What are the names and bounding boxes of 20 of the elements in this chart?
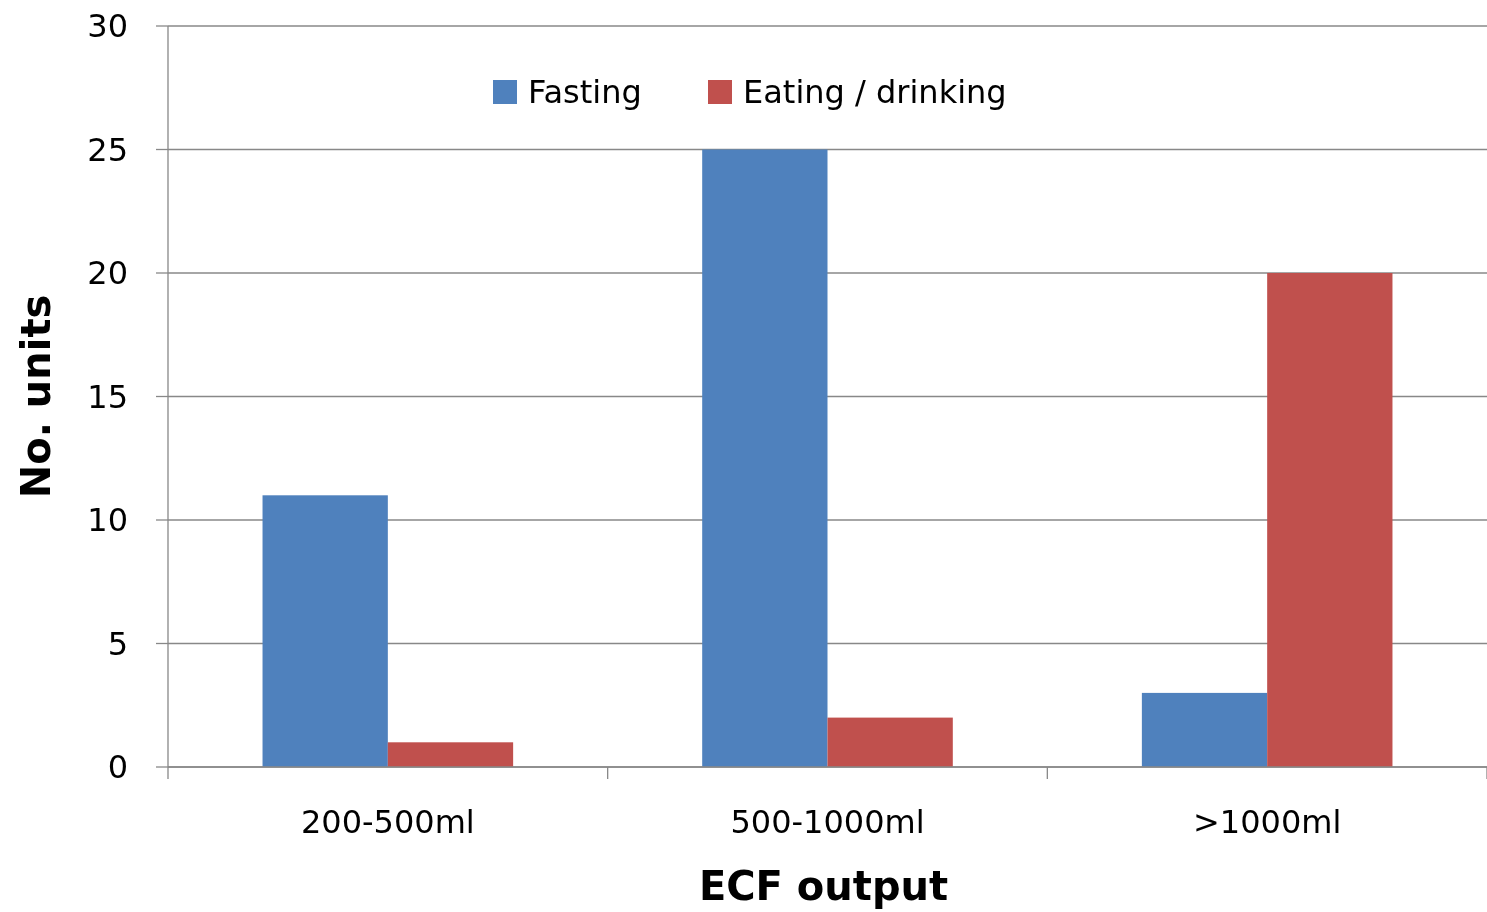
y-tick-label: 10 [87, 501, 128, 540]
bar [1141, 692, 1268, 767]
x-tick-label: 500-1000ml [730, 803, 925, 841]
bar [387, 742, 514, 767]
y-tick-label: 25 [87, 130, 128, 169]
bar [262, 495, 388, 767]
y-tick-label: 5 [107, 624, 128, 663]
y-tick-label: 15 [87, 377, 128, 416]
bar [1267, 273, 1393, 767]
x-axis-title: ECF output [698, 863, 949, 909]
legend-label: Eating / drinking [743, 73, 1007, 112]
y-tick-label: 0 [107, 748, 128, 787]
x-tick-label: 200-500ml [300, 803, 475, 841]
legend-label: Fasting [528, 73, 642, 112]
x-tick-label: >1000ml [1193, 803, 1342, 841]
y-tick-label: 20 [87, 254, 128, 293]
bar [827, 717, 953, 767]
y-axis-title: No. units [13, 294, 59, 499]
bar [702, 149, 828, 767]
y-tick-label: 30 [87, 7, 128, 46]
